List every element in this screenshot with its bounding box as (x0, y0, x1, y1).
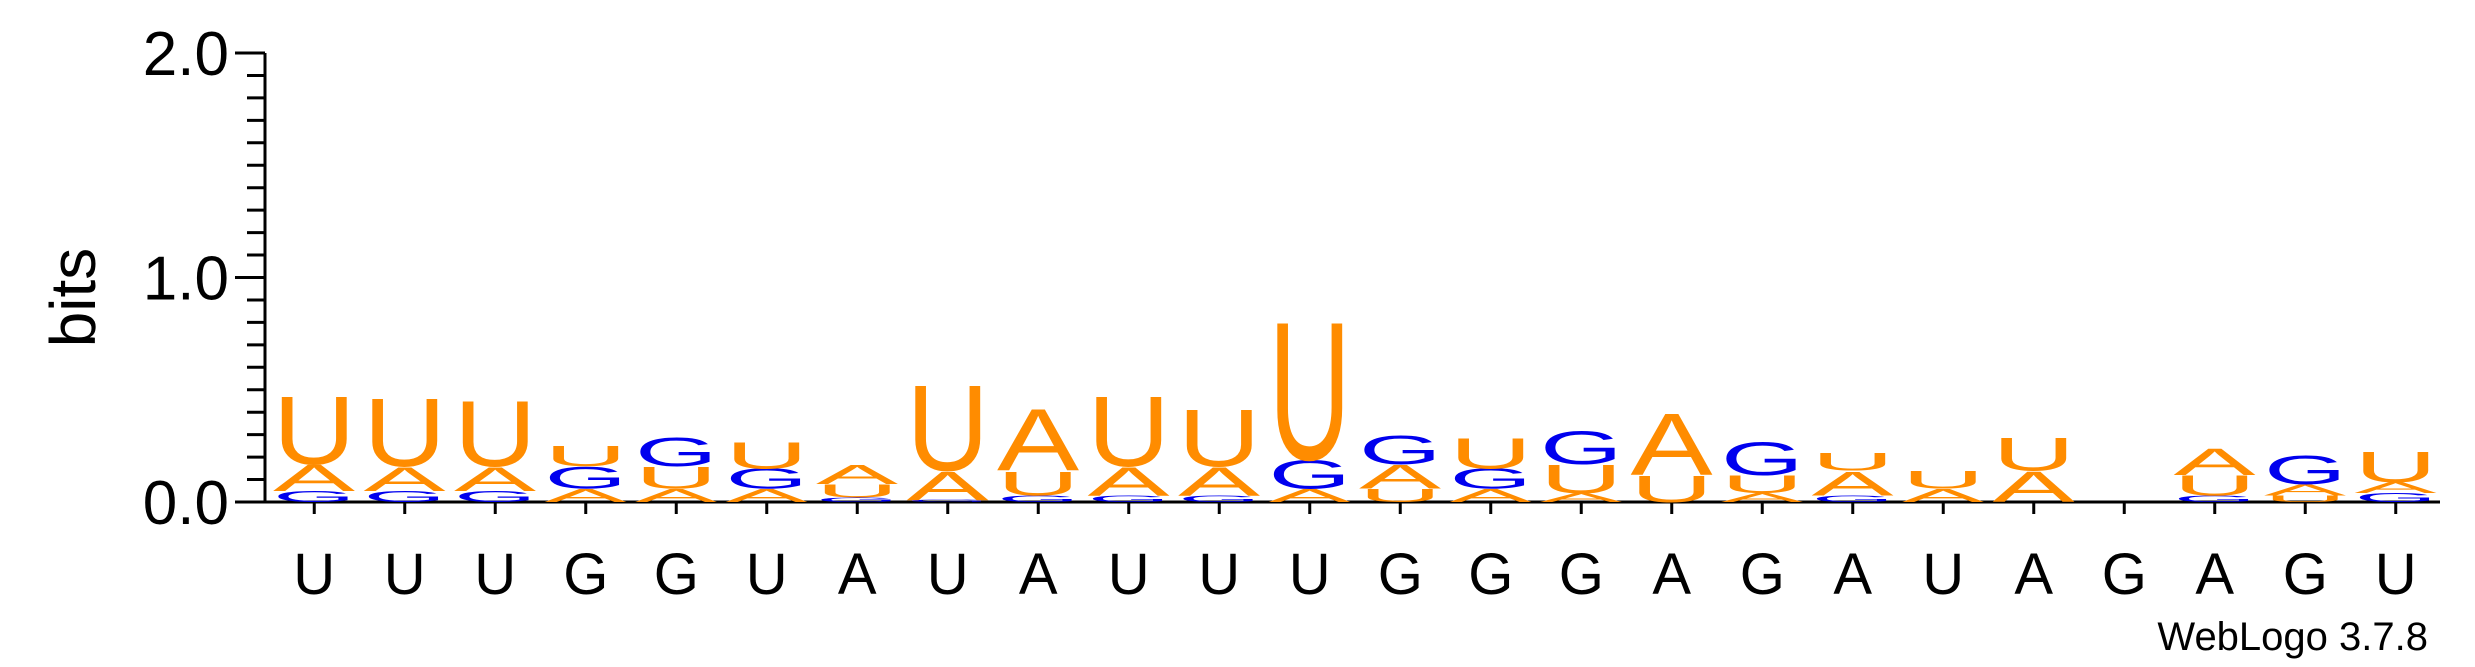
logo-letter-u: U (1269, 282, 1352, 502)
position-label: U (293, 542, 335, 607)
logo-letter-g: G (545, 460, 627, 495)
position-label: U (474, 542, 516, 607)
logo-letter-g: G (1088, 494, 1170, 504)
position-label: U (384, 542, 426, 607)
logo-letter-a: A (1540, 491, 1623, 505)
logo-letter-u: U (2174, 470, 2256, 502)
logo-letter-a: A (1178, 459, 1260, 504)
logo-letter-g: G (273, 488, 355, 506)
logo-letter-a: A (1993, 462, 2076, 511)
logo-letter-u: U (545, 441, 627, 473)
logo-letter-g: G (364, 488, 446, 506)
logo-letter-a: A (1450, 485, 1532, 506)
logo-letter-g: G (1721, 433, 1803, 485)
logo-letter-a: A (273, 457, 356, 499)
logo-letter-a: A (816, 458, 899, 490)
logo-letter-a: A (1088, 459, 1170, 504)
position-label: G (2283, 542, 2328, 607)
logo-letter-u: U (2355, 443, 2437, 492)
position-label: U (1108, 542, 1150, 607)
position-label: G (563, 542, 608, 607)
logo-letter-u: U (1450, 429, 1532, 478)
logo-letter-g: G (1540, 422, 1622, 474)
logo-letter-u: U (1540, 456, 1622, 502)
logo-letter-a: A (907, 463, 989, 508)
logo-letter-u: U (1721, 470, 1803, 498)
logo-letter-a: A (1721, 491, 1804, 505)
position-label: A (1019, 542, 1058, 607)
logo-letter-u: U (1993, 428, 2075, 481)
y-tick-label: 2.0 (143, 20, 229, 89)
logo-letter-g: G (907, 499, 989, 503)
logo-letter-u: U (1812, 448, 1894, 476)
position-label: U (1922, 542, 1964, 607)
logo-letter-g: G (635, 430, 717, 476)
logo-letter-a: A (1269, 485, 1351, 506)
position-label: G (654, 542, 699, 607)
position-label: U (2375, 542, 2417, 607)
logo-letter-a: A (2264, 481, 2347, 499)
logo-letter-g: G (454, 488, 536, 506)
position-label: A (1652, 542, 1691, 607)
position-label: A (2014, 542, 2053, 607)
logo-letter-u: U (1178, 393, 1260, 484)
position-label: G (1468, 542, 1513, 607)
logo-letter-u: U (816, 481, 899, 502)
logo-letter-a: A (545, 485, 627, 506)
logo-letter-u: U (273, 377, 355, 485)
weblogo-credit: WebLogo 3.7.8 (2157, 615, 2428, 659)
logo-letter-u: U (997, 464, 1079, 502)
logo-letter-u: U (635, 460, 717, 495)
y-tick-label: 1.0 (143, 245, 229, 314)
position-label: U (746, 542, 788, 607)
logo-letter-u: U (454, 382, 536, 487)
logo-letter-a: A (2174, 442, 2257, 484)
logo-letter-g: G (997, 494, 1079, 504)
position-label: A (838, 542, 877, 607)
y-tick-label: 0.0 (143, 469, 229, 538)
position-label: U (1289, 542, 1331, 607)
logo-letter-u: U (364, 379, 446, 487)
logo-letter-a: A (997, 391, 1080, 490)
position-label: U (1198, 542, 1240, 607)
position-label: A (1833, 542, 1872, 607)
logo-letter-g: G (1812, 494, 1894, 504)
logo-letter-a: A (2355, 479, 2438, 497)
y-axis-title: bits (37, 248, 109, 348)
position-label: G (2102, 542, 2147, 607)
logo-letter-g: G (2355, 491, 2437, 505)
logo-letter-g: G (1178, 494, 1260, 504)
logo-letter-a: A (1631, 395, 1714, 494)
logo-letter-u: U (1359, 485, 1442, 506)
logo-letter-u: U (1088, 376, 1170, 488)
logo-letter-u: U (1902, 466, 1984, 494)
logo-letter-u: U (907, 361, 989, 497)
logo-letter-u: U (1631, 468, 1714, 510)
logo-letter-u: U (726, 435, 809, 477)
position-label: A (2195, 542, 2234, 607)
y-axis: 0.0 1.0 2.0 (143, 20, 2440, 538)
logo-letter-a: A (454, 460, 537, 499)
position-label: G (1378, 542, 1423, 607)
logo-letter-a: A (1359, 458, 1442, 497)
logo-letter-g: G (816, 496, 898, 503)
logo-letter-a: A (726, 485, 808, 506)
position-label: G (1740, 542, 1785, 607)
logo-letter-g: G (2174, 494, 2256, 504)
logo-letter-g: G (1450, 463, 1532, 494)
logo-letter-g: G (1359, 427, 1441, 473)
logo-letter-g: G (2264, 448, 2346, 494)
logo-letter-a: A (1812, 464, 1895, 503)
logo-letter-u: U (2264, 494, 2346, 504)
position-label: U (927, 542, 969, 607)
logo-letter-g: G (726, 463, 808, 494)
position-label: G (1559, 542, 1604, 607)
logo-letter-a: A (635, 485, 717, 506)
logo-letter-a: A (1902, 485, 1984, 506)
logo-letter-g: G (1269, 452, 1351, 498)
logo-letter-a: A (364, 460, 447, 499)
